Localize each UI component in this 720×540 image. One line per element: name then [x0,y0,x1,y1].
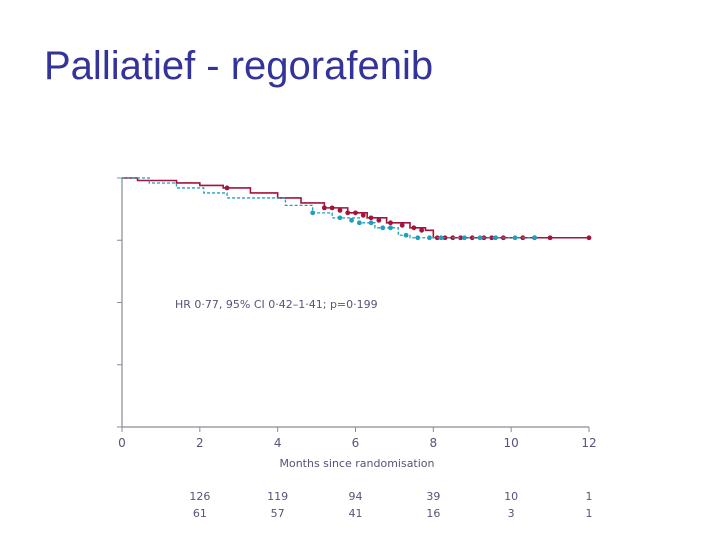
censor-mark-2 [310,210,316,216]
censor-mark-1 [224,185,230,191]
number-at-risk-value: 126 [189,490,210,503]
censor-mark-1 [329,205,335,211]
censor-mark-1 [368,215,374,221]
number-at-risk-value: 1 [586,507,593,520]
x-tick-label: 4 [274,436,282,450]
censor-mark-2 [493,235,498,241]
number-at-risk-value: 39 [426,490,440,503]
censor-mark-2 [368,220,374,226]
hazard-ratio-annotation: HR 0·77, 95% CI 0·42–1·41; p=0·199 [175,298,378,311]
censor-mark-2 [462,235,467,241]
number-at-risk-value: 1 [586,490,593,503]
censor-mark-2 [415,235,421,241]
chart-axes: 0 2 4 6 8 10 12 [117,177,597,450]
survival-curve-2 [122,177,535,239]
censor-mark-1 [419,227,425,233]
x-tick-label: 0 [118,436,126,450]
censor-mark-1 [399,222,405,228]
censor-mark-2 [512,235,518,241]
censor-mark-2 [427,235,432,241]
censor-mark-2 [477,235,483,241]
censor-mark-1 [345,210,351,216]
censor-mark-2 [380,225,386,231]
x-tick-label: 2 [196,436,204,450]
censor-mark-1 [411,225,417,231]
number-at-risk-value: 3 [508,507,515,520]
censor-mark-1 [586,235,592,241]
censor-mark-1 [353,210,358,216]
number-at-risk-value: 41 [349,507,363,520]
censor-mark-1 [489,235,495,241]
censor-mark-2 [438,235,444,241]
number-at-risk-value: 94 [349,490,363,503]
number-at-risk-value: 57 [271,507,285,520]
censor-mark-1 [337,207,343,213]
slide-title: Palliatief - regorafenib [44,44,434,88]
number-at-risk-value: 119 [267,490,288,503]
number-at-risk-value: 10 [504,490,518,503]
survival-curve-1 [122,177,589,239]
x-axis-label: Months since randomisation [279,457,434,470]
censor-mark-1 [321,205,327,211]
censor-mark-1 [360,212,366,218]
censor-mark-1 [434,235,440,241]
number-at-risk-value: 61 [193,507,207,520]
censor-mark-2 [337,215,343,221]
censor-mark-2 [388,225,393,231]
censor-mark-2 [403,232,409,238]
censor-mark-1 [547,235,553,241]
x-tick-label: 8 [430,436,438,450]
censor-mark-1 [458,235,463,241]
x-tick-label: 12 [581,436,596,450]
chart-series [122,177,592,241]
censor-mark-1 [388,220,393,226]
x-tick-label: 6 [352,436,360,450]
censor-mark-2 [356,220,362,226]
censor-mark-1 [376,217,382,223]
number-at-risk-value: 16 [426,507,440,520]
numbers-at-risk-table: 126 119 94 39 10 1 61 57 41 16 3 1 [189,490,592,520]
censor-mark-2 [349,217,355,223]
x-tick-label: 10 [504,436,519,450]
censor-mark-2 [532,235,537,241]
